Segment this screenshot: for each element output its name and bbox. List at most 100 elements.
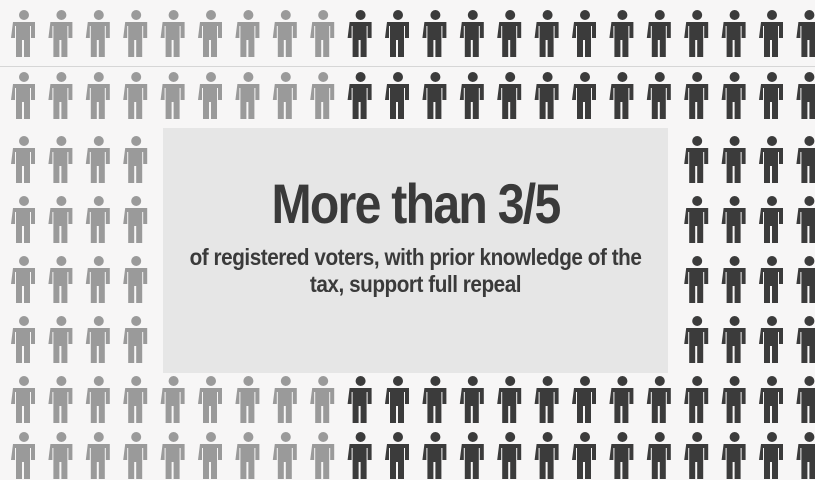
- person-icon: [759, 136, 783, 183]
- person-icon: [572, 432, 596, 479]
- person-icon: [272, 10, 297, 57]
- person-icon: [160, 376, 185, 423]
- person-icon: [721, 256, 746, 303]
- person-icon: [48, 136, 73, 183]
- person-icon: [646, 72, 671, 119]
- person-icon: [235, 72, 260, 119]
- person-icon: [796, 196, 815, 243]
- person-icon: [11, 10, 35, 57]
- person-icon: [572, 10, 596, 57]
- person-icon: [534, 432, 559, 479]
- person-icon: [272, 72, 297, 119]
- person-icon: [721, 136, 746, 183]
- person-icon: [459, 10, 484, 57]
- person-icon: [123, 136, 148, 183]
- person-icon: [160, 10, 185, 57]
- person-icon: [85, 376, 110, 423]
- person-icon: [646, 376, 671, 423]
- callout-box: More than 3/5 of registered voters, with…: [163, 128, 668, 373]
- person-icon: [684, 316, 709, 363]
- person-icon: [459, 72, 484, 119]
- person-icon: [534, 72, 559, 119]
- person-icon: [85, 196, 110, 243]
- person-icon: [85, 10, 110, 57]
- person-icon: [11, 432, 35, 479]
- person-icon: [759, 376, 783, 423]
- person-icon: [85, 136, 110, 183]
- person-icon: [497, 376, 522, 423]
- person-icon: [385, 72, 409, 119]
- person-icon: [796, 432, 815, 479]
- person-icon: [123, 376, 148, 423]
- person-icon: [347, 72, 372, 119]
- person-icon: [459, 432, 484, 479]
- person-icon: [385, 432, 409, 479]
- person-icon: [385, 376, 409, 423]
- person-icon: [721, 72, 746, 119]
- person-icon: [796, 316, 815, 363]
- person-icon: [721, 10, 746, 57]
- person-icon: [123, 432, 148, 479]
- person-icon: [759, 196, 783, 243]
- person-icon: [609, 432, 634, 479]
- person-icon: [347, 432, 372, 479]
- person-icon: [759, 10, 783, 57]
- person-icon: [759, 432, 783, 479]
- person-icon: [310, 432, 335, 479]
- person-icon: [721, 376, 746, 423]
- person-icon: [796, 376, 815, 423]
- person-icon: [422, 72, 447, 119]
- person-icon: [11, 196, 35, 243]
- person-icon: [198, 432, 222, 479]
- person-icon: [310, 376, 335, 423]
- person-icon: [759, 316, 783, 363]
- person-icon: [534, 10, 559, 57]
- person-icon: [684, 136, 709, 183]
- person-icon: [11, 376, 35, 423]
- person-icon: [759, 72, 783, 119]
- person-icon: [198, 10, 222, 57]
- person-icon: [198, 376, 222, 423]
- person-icon: [796, 256, 815, 303]
- person-icon: [235, 376, 260, 423]
- person-icon: [310, 72, 335, 119]
- person-icon: [48, 10, 73, 57]
- person-icon: [422, 432, 447, 479]
- person-icon: [123, 72, 148, 119]
- divider-line: [0, 66, 815, 67]
- person-icon: [48, 376, 73, 423]
- person-icon: [160, 432, 185, 479]
- person-icon: [684, 72, 709, 119]
- person-icon: [347, 376, 372, 423]
- person-icon: [48, 72, 73, 119]
- person-icon: [48, 256, 73, 303]
- person-icon: [609, 376, 634, 423]
- person-icon: [721, 432, 746, 479]
- person-icon: [272, 376, 297, 423]
- person-icon: [796, 136, 815, 183]
- person-icon: [646, 432, 671, 479]
- person-icon: [796, 72, 815, 119]
- person-icon: [235, 10, 260, 57]
- person-icon: [123, 10, 148, 57]
- person-icon: [85, 432, 110, 479]
- person-icon: [347, 10, 372, 57]
- person-icon: [497, 432, 522, 479]
- person-icon: [123, 196, 148, 243]
- person-icon: [684, 196, 709, 243]
- person-icon: [721, 316, 746, 363]
- headline: More than 3/5: [271, 172, 561, 235]
- person-icon: [609, 10, 634, 57]
- person-icon: [48, 316, 73, 363]
- person-icon: [572, 72, 596, 119]
- person-icon: [422, 10, 447, 57]
- person-icon: [684, 376, 709, 423]
- person-icon: [85, 72, 110, 119]
- person-icon: [534, 376, 559, 423]
- person-icon: [235, 432, 260, 479]
- person-icon: [497, 10, 522, 57]
- person-icon: [48, 196, 73, 243]
- person-icon: [422, 376, 447, 423]
